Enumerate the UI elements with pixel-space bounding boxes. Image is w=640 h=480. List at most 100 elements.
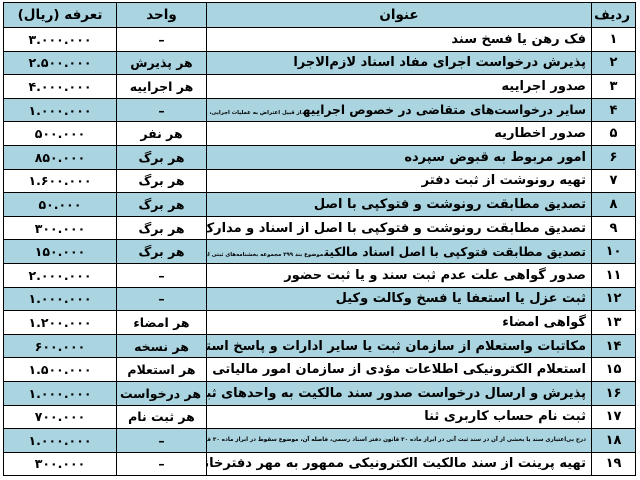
table-row: ۷ تهیه رونوشت از ثبت دفتر هر برگ ۱.۶۰۰.۰۰۰ bbox=[3, 168, 636, 194]
cell-tariff-amount: ۳۰۰.۰۰۰ bbox=[3, 451, 117, 477]
cell-title-fineprint: از قبیل اعتراض به عملیات اجرایی، هر خواس… bbox=[208, 110, 302, 117]
cell-unit: – bbox=[116, 451, 207, 477]
table-row: ۸ تصدیق مطابقت رونوشت و فتوکپی با اصل هر ب… bbox=[3, 192, 636, 217]
cell-row-number: ۱۲ bbox=[591, 286, 636, 312]
cell-tariff-amount: ۷۰۰.۰۰۰ bbox=[3, 404, 117, 430]
cell-unit: هر برگ bbox=[116, 239, 207, 264]
cell-tariff-amount: ۴.۰۰۰.۰۰۰ bbox=[3, 74, 117, 99]
cell-row-number: ۱۴ bbox=[591, 333, 636, 359]
cell-unit: – bbox=[116, 428, 207, 453]
cell-row-number: ۳ bbox=[591, 74, 636, 99]
cell-row-number: ۲ bbox=[591, 50, 636, 76]
cell-row-number: ۷ bbox=[591, 168, 636, 194]
cell-row-number: ۱۹ bbox=[591, 451, 636, 477]
cell-tariff-amount: ۸۵۰.۰۰۰ bbox=[3, 144, 117, 170]
cell-tariff-amount: ۱.۰۰۰.۰۰۰ bbox=[3, 380, 117, 406]
cell-unit: – bbox=[116, 97, 207, 123]
table-row: ۱۲ ثبت عزل یا استعفا یا فسخ وکالت وکیل –۱.… bbox=[3, 286, 636, 312]
column-header-vahed: واحد bbox=[116, 2, 207, 28]
table-row: ۱۹ تهیه پرینت از سند مالکیت الکترونیکی مم… bbox=[3, 451, 636, 477]
cell-title: تهیه پرینت از سند مالکیت الکترونیکی ممهو… bbox=[206, 451, 592, 477]
cell-row-number: ۱۱ bbox=[591, 262, 636, 288]
table-row: ۴ سایر درخواست‌های متقاضی در خصوص اجراییه… bbox=[3, 97, 636, 123]
cell-row-number: ۸ bbox=[591, 192, 636, 217]
table-row: ۱۰ تصدیق مطابقت فتوکپی با اصل اسناد مالکی… bbox=[3, 239, 636, 264]
cell-unit: هر امضاء bbox=[116, 310, 207, 335]
cell-tariff-amount: ۵۰.۰۰۰ bbox=[3, 192, 117, 217]
tariff-table: ردیف عنوان واحد تعرفه (ریال) ۱ فک رهن یا … bbox=[3, 2, 636, 477]
cell-unit: هر برگ bbox=[116, 168, 207, 194]
cell-row-number: ۱۳ bbox=[591, 310, 636, 335]
table-row: ۶ امور مربوط به قبوض سپرده هر برگ ۸۵۰.۰۰۰ bbox=[3, 144, 636, 170]
cell-row-number: ۱۶ bbox=[591, 380, 636, 406]
cell-unit: – bbox=[116, 27, 207, 52]
cell-title: مکاتبات واستعلام از سازمان ثبت یا سایر ا… bbox=[206, 333, 592, 359]
cell-unit: هر برگ bbox=[116, 192, 207, 217]
cell-row-number: ۱۵ bbox=[591, 357, 636, 382]
cell-title: ثبت نام حساب کاربری ثنا bbox=[206, 404, 592, 430]
table-row: ۱۳ گواهی امضاء هر امضاء ۱.۲۰۰.۰۰۰ bbox=[3, 310, 636, 335]
cell-title: صدور اخطاریه bbox=[206, 121, 592, 146]
cell-title: گواهی امضاء bbox=[206, 310, 592, 335]
cell-tariff-amount: ۳.۰۰۰.۰۰۰ bbox=[3, 27, 117, 52]
cell-title: پذیرش و ارسال درخواست صدور سند مالکیت به… bbox=[206, 380, 592, 406]
table-row: ۵ صدور اخطاریه هر نفر ۵۰۰.۰۰۰ bbox=[3, 121, 636, 146]
cell-unit: هر برگ bbox=[116, 215, 207, 241]
cell-title-fineprint: موضوع بند ۲۹۹ مجموعه بخشنامه‌های ثبتی از… bbox=[207, 251, 324, 258]
cell-unit: هر درخواست bbox=[116, 380, 207, 406]
cell-tariff-amount: ۱.۶۰۰.۰۰۰ bbox=[3, 168, 117, 194]
cell-tariff-amount: ۱.۰۰۰.۰۰۰ bbox=[3, 286, 117, 312]
cell-tariff-amount: ۶۰۰.۰۰۰ bbox=[3, 333, 117, 359]
cell-unit: – bbox=[116, 262, 207, 288]
cell-tariff-amount: ۳۰۰.۰۰۰ bbox=[3, 215, 117, 241]
cell-row-number: ۱۷ bbox=[591, 404, 636, 430]
column-header-tarefe: تعرفه (ریال) bbox=[3, 2, 117, 28]
cell-unit: – bbox=[116, 286, 207, 312]
cell-unit: هر پذیرش bbox=[116, 50, 207, 76]
table-row: ۱۵ استعلام الکترونیکی اطلاعات مؤدی از ساز… bbox=[3, 357, 636, 382]
table-row: ۲ پذیرش درخواست اجرای مفاد اسناد لازم‌الا… bbox=[3, 50, 636, 76]
table-body: ۱ فک رهن یا فسخ سند –۳.۰۰۰.۰۰۰ ۲ پذیرش درخوا… bbox=[3, 27, 636, 477]
table-row: ۱۸ درج بی‌اعتباری سند یا بخشی از آن در سن… bbox=[3, 428, 636, 453]
cell-unit: هر استعلام bbox=[116, 357, 207, 382]
table-row: ۹ تصدیق مطابقت رونوشت و فتوکپی با اصل از … bbox=[3, 215, 636, 241]
table-header: ردیف عنوان واحد تعرفه (ریال) bbox=[3, 2, 636, 28]
cell-title: استعلام الکترونیکی اطلاعات مؤدی از سازما… bbox=[206, 357, 592, 382]
table-row: ۱۶ پذیرش و ارسال درخواست صدور سند مالکیت … bbox=[3, 380, 636, 406]
cell-tariff-amount: ۱۵۰.۰۰۰ bbox=[3, 239, 117, 264]
cell-tariff-amount: ۱.۰۰۰.۰۰۰ bbox=[3, 428, 117, 453]
cell-title: امور مربوط به قبوض سپرده bbox=[206, 144, 592, 170]
column-header-radif: ردیف bbox=[591, 2, 636, 28]
cell-title: تهیه رونوشت از ثبت دفتر bbox=[206, 168, 592, 194]
cell-unit: هر ثبت نام bbox=[116, 404, 207, 430]
header-row: ردیف عنوان واحد تعرفه (ریال) bbox=[3, 2, 636, 28]
cell-unit: هر نفر bbox=[116, 121, 207, 146]
cell-tariff-amount: ۱.۰۰۰.۰۰۰ bbox=[3, 97, 117, 123]
cell-tariff-amount: ۵۰۰.۰۰۰ bbox=[3, 121, 117, 146]
cell-row-number: ۶ bbox=[591, 144, 636, 170]
cell-title-main: سایر درخواست‌های متقاضی در خصوص اجراییه bbox=[302, 103, 586, 118]
cell-row-number: ۱۰ bbox=[591, 239, 636, 264]
table-row: ۱۱ صدور گواهی علت عدم ثبت سند و یا ثبت حض… bbox=[3, 262, 636, 288]
table-row: ۱۴ مکاتبات واستعلام از سازمان ثبت یا سایر… bbox=[3, 333, 636, 359]
cell-tariff-amount: ۱.۵۰۰.۰۰۰ bbox=[3, 357, 117, 382]
table-row: ۳ صدور اجراییه هر اجراییه ۴.۰۰۰.۰۰۰ bbox=[3, 74, 636, 99]
cell-title: تصدیق مطابقت رونوشت و فتوکپی با اصل bbox=[206, 192, 592, 217]
cell-title: تصدیق مطابقت فتوکپی با اصل اسناد مالکیتم… bbox=[206, 239, 592, 264]
table-row: ۱ فک رهن یا فسخ سند –۳.۰۰۰.۰۰۰ bbox=[3, 27, 636, 52]
cell-row-number: ۵ bbox=[591, 121, 636, 146]
cell-title: صدور اجراییه bbox=[206, 74, 592, 99]
cell-row-number: ۴ bbox=[591, 97, 636, 123]
cell-title: درج بی‌اعتباری سند یا بخشی از آن در سند … bbox=[206, 428, 592, 453]
cell-row-number: ۱۸ bbox=[591, 428, 636, 453]
cell-title: پذیرش درخواست اجرای مفاد اسناد لازم‌الاج… bbox=[206, 50, 592, 76]
cell-unit: هر اجراییه bbox=[116, 74, 207, 99]
table-row: ۱۷ ثبت نام حساب کاربری ثنا هر ثبت نام ۷۰۰.۰… bbox=[3, 404, 636, 430]
cell-title-main: تصدیق مطابقت فتوکپی با اصل اسناد مالکیت bbox=[324, 244, 586, 259]
cell-unit: هر نسخه bbox=[116, 333, 207, 359]
cell-title: صدور گواهی علت عدم ثبت سند و یا ثبت حضور bbox=[206, 262, 592, 288]
column-header-onvan: عنوان bbox=[206, 2, 592, 28]
cell-title: سایر درخواست‌های متقاضی در خصوص اجراییها… bbox=[206, 97, 592, 123]
cell-row-number: ۹ bbox=[591, 215, 636, 241]
